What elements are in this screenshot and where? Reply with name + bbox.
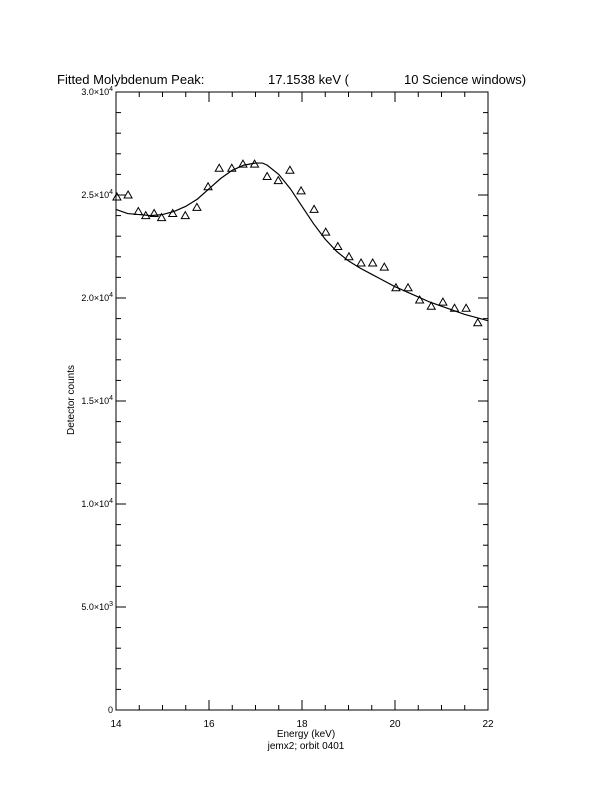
plot-frame bbox=[115, 91, 489, 711]
x-axis-label: Energy (keV) bbox=[276, 729, 336, 740]
data-point-triangle bbox=[123, 189, 133, 199]
data-point-triangle bbox=[285, 165, 295, 174]
data-point-triangle bbox=[180, 210, 191, 220]
x-tick-label: 16 bbox=[203, 719, 215, 730]
data-point-triangle bbox=[167, 208, 178, 218]
data-point-triangle bbox=[149, 208, 159, 218]
data-point-triangle bbox=[426, 301, 437, 310]
data-point-triangle bbox=[112, 192, 122, 201]
title-windows-count: 10 Science windows) bbox=[404, 72, 527, 87]
title-label: Fitted Molybdenum Peak: bbox=[57, 72, 205, 87]
y-tick-label: 2.0×104 bbox=[81, 292, 113, 303]
data-point-triangle bbox=[140, 210, 151, 220]
y-tick-label: 2.5×104 bbox=[81, 189, 113, 200]
data-point-triangle bbox=[156, 212, 167, 222]
data-point-triangle bbox=[472, 317, 483, 327]
data-point-triangle bbox=[391, 282, 401, 292]
data-point-triangle bbox=[249, 159, 260, 168]
chart-subtitle: jemx2; orbit 0401 bbox=[267, 741, 345, 752]
x-tick-label: 18 bbox=[296, 719, 308, 730]
data-point-triangle bbox=[438, 297, 448, 306]
data-point-triangle bbox=[332, 241, 343, 250]
data-point-triangle bbox=[461, 303, 472, 312]
y-tick-label: 3.0×104 bbox=[81, 86, 113, 97]
data-point-triangle bbox=[356, 257, 366, 267]
data-point-triangle bbox=[133, 206, 144, 215]
data-point-triangle bbox=[320, 227, 331, 236]
data-point-triangle bbox=[296, 185, 306, 195]
data-point-triangle bbox=[449, 303, 460, 312]
data-point-triangle bbox=[203, 181, 213, 191]
data-point-triangle bbox=[344, 251, 354, 261]
data-point-triangle bbox=[273, 175, 284, 185]
data-point-triangle bbox=[192, 202, 202, 211]
y-tick-label: 1.5×104 bbox=[81, 395, 113, 406]
y-tick-label: 0 bbox=[108, 705, 113, 715]
fitted-curve bbox=[115, 162, 489, 322]
title-peak-value: 17.1538 keV ( bbox=[268, 72, 349, 87]
y-tick-label: 5.0×103 bbox=[81, 601, 113, 612]
data-point-triangle bbox=[379, 262, 390, 271]
y-tick-label: 1.0×104 bbox=[81, 498, 113, 509]
data-point-triangle bbox=[309, 204, 319, 213]
chart-title: Fitted Molybdenum Peak: 17.1538 keV ( 10… bbox=[0, 72, 612, 88]
data-point-triangle bbox=[214, 163, 225, 172]
data-point-triangle bbox=[414, 295, 425, 304]
data-point-triangle bbox=[226, 163, 237, 172]
data-point-triangle bbox=[367, 257, 378, 267]
x-tick-label: 20 bbox=[389, 719, 401, 730]
data-point-triangle bbox=[403, 282, 413, 292]
y-axis-label: Detector counts bbox=[66, 364, 77, 436]
data-point-triangle bbox=[238, 159, 248, 168]
x-tick-label: 14 bbox=[110, 719, 122, 730]
data-point-triangle bbox=[262, 171, 272, 180]
x-tick-label: 22 bbox=[482, 719, 494, 730]
